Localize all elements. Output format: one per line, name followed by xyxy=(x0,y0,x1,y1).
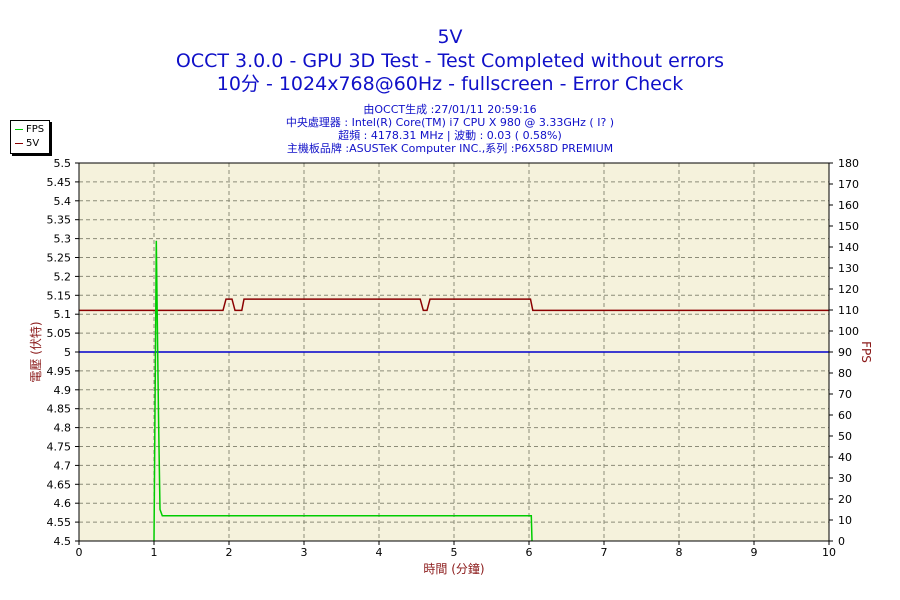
x-tick-label: 6 xyxy=(526,546,533,559)
y2-tick-label: 150 xyxy=(838,220,859,233)
y-tick-label: 4.75 xyxy=(47,441,72,454)
y-tick-label: 5.05 xyxy=(47,327,72,340)
x-tick-label: 4 xyxy=(376,546,383,559)
y2-tick-label: 60 xyxy=(838,409,852,422)
legend-label-5v: 5V xyxy=(26,138,40,149)
x-tick-label: 7 xyxy=(601,546,608,559)
chart-legend: FPS 5V xyxy=(10,120,50,154)
generated-by-text: 由OCCT生成 :27/01/11 20:59:16 xyxy=(363,103,537,116)
y2-tick-label: 90 xyxy=(838,346,852,359)
y2-tick-label: 80 xyxy=(838,367,852,380)
y-tick-label: 4.8 xyxy=(54,422,72,435)
y2-tick-label: 0 xyxy=(838,535,845,548)
series-line-fps xyxy=(153,240,533,542)
x-tick-label: 8 xyxy=(676,546,683,559)
y2-tick-label: 140 xyxy=(838,241,859,254)
legend-item-fps: FPS xyxy=(15,124,44,136)
legend-item-5v: 5V xyxy=(15,138,39,150)
motherboard-info-text: 主機板品牌 :ASUSTeK Computer INC.,系列 :P6X58D … xyxy=(286,142,614,155)
y2-tick-label: 160 xyxy=(838,199,859,212)
y-tick-label: 5.25 xyxy=(47,252,72,265)
y2-tick-label: 100 xyxy=(838,325,859,338)
plot-border xyxy=(78,162,830,542)
legend-swatch-fps xyxy=(15,128,23,130)
y-tick-label: 4.9 xyxy=(54,384,72,397)
legend-label-fps: FPS xyxy=(26,124,45,135)
y2-tick-label: 20 xyxy=(838,493,852,506)
y-tick-label: 5.5 xyxy=(54,157,72,170)
chart-title: 5V xyxy=(437,26,463,48)
y-tick-label: 4.95 xyxy=(47,365,72,378)
y2-tick-label: 10 xyxy=(838,514,852,527)
y-axis-label: 電壓 (伏特) xyxy=(28,321,43,382)
y2-tick-label: 110 xyxy=(838,304,859,317)
y-tick-label: 5.45 xyxy=(47,176,72,189)
y-tick-label: 5 xyxy=(64,346,71,359)
y2-tick-label: 30 xyxy=(838,472,852,485)
series-line-5v xyxy=(79,298,829,312)
y-tick-label: 5.1 xyxy=(54,308,72,321)
x-tick-label: 10 xyxy=(822,546,836,559)
clock-info-text: 超頻 : 4178.31 MHz | 波動 : 0.03 ( 0.58%) xyxy=(338,129,562,142)
x-axis-label: 時間 (分鐘) xyxy=(423,561,484,576)
x-tick-label: 0 xyxy=(76,546,83,559)
y-tick-label: 4.65 xyxy=(47,478,72,491)
x-tick-label: 5 xyxy=(451,546,458,559)
chart-subtitle-mode: 10分 - 1024x768@60Hz - fullscreen - Error… xyxy=(216,73,684,95)
y-tick-label: 4.7 xyxy=(54,459,72,472)
y-tick-label: 5.3 xyxy=(54,233,72,246)
y2-tick-label: 40 xyxy=(838,451,852,464)
y2-axis-label: FPS xyxy=(859,341,873,363)
y-tick-label: 5.15 xyxy=(47,289,72,302)
x-tick-label: 2 xyxy=(226,546,233,559)
x-tick-label: 3 xyxy=(301,546,308,559)
y-tick-label: 4.85 xyxy=(47,403,72,416)
y-tick-label: 4.55 xyxy=(47,516,72,529)
chart-subtitle-test: OCCT 3.0.0 - GPU 3D Test - Test Complete… xyxy=(175,50,725,72)
y-tick-label: 4.5 xyxy=(54,535,72,548)
legend-swatch-5v xyxy=(15,142,23,144)
y-tick-label: 5.35 xyxy=(47,214,72,227)
cpu-info-text: 中央處理器 : Intel(R) Core(TM) i7 CPU X 980 @… xyxy=(285,116,615,129)
x-tick-label: 1 xyxy=(151,546,158,559)
y-tick-label: 5.4 xyxy=(54,195,72,208)
x-tick-label: 9 xyxy=(751,546,758,559)
y2-tick-label: 170 xyxy=(838,178,859,191)
y2-tick-label: 70 xyxy=(838,388,852,401)
y2-tick-label: 180 xyxy=(838,157,859,170)
y2-tick-label: 50 xyxy=(838,430,852,443)
y-tick-label: 4.6 xyxy=(54,497,72,510)
y2-tick-label: 130 xyxy=(838,262,859,275)
y2-tick-label: 120 xyxy=(838,283,859,296)
y-tick-label: 5.2 xyxy=(54,270,72,283)
